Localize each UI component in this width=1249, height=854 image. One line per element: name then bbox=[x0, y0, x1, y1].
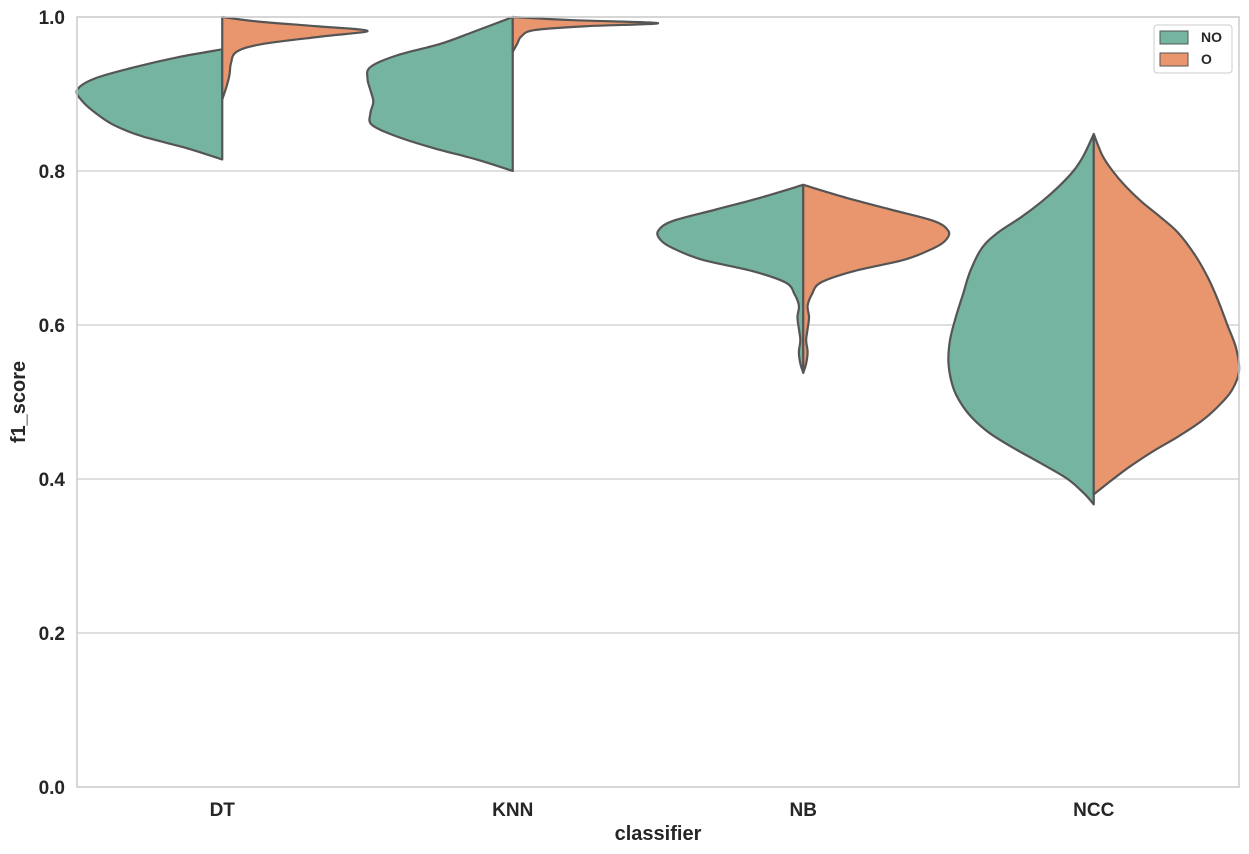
x-tick-label-nb: NB bbox=[790, 800, 817, 821]
y-tick-label: 0.0 bbox=[39, 778, 65, 799]
y-tick-label: 0.6 bbox=[39, 316, 65, 337]
violin-nb-o bbox=[802, 183, 951, 374]
violin-nb-no bbox=[656, 183, 805, 374]
legend-label-o: O bbox=[1201, 51, 1212, 67]
x-tick-label-dt: DT bbox=[210, 800, 236, 821]
violin-ncc-o bbox=[1092, 132, 1241, 496]
x-tick-label-ncc: NCC bbox=[1073, 800, 1114, 821]
y-axis-ticks: 0.0 0.2 0.4 0.6 0.8 1.0 bbox=[39, 8, 66, 799]
violin-dt-o bbox=[221, 15, 369, 101]
x-tick-label-knn: KNN bbox=[492, 800, 533, 821]
violin-knn-no bbox=[366, 15, 514, 173]
y-tick-label: 0.8 bbox=[39, 162, 65, 183]
legend-label-no: NO bbox=[1201, 29, 1222, 45]
x-axis-ticks: DT KNN NB NCC bbox=[210, 800, 1115, 821]
violin-ncc-no bbox=[947, 132, 1095, 506]
violin-knn-o bbox=[511, 15, 660, 53]
y-tick-label: 1.0 bbox=[39, 8, 65, 29]
violin-dt-no bbox=[75, 48, 224, 161]
plot-frame bbox=[76, 16, 1240, 788]
legend-swatch-o bbox=[1159, 52, 1189, 67]
legend-swatch-no bbox=[1159, 30, 1189, 45]
violin-plot-area bbox=[75, 15, 1241, 506]
legend: NO O bbox=[1153, 24, 1233, 74]
x-axis-label: classifier bbox=[615, 823, 702, 845]
y-tick-label: 0.4 bbox=[39, 470, 66, 491]
y-tick-label: 0.2 bbox=[39, 624, 65, 645]
y-axis-label: f1_score bbox=[8, 361, 30, 443]
